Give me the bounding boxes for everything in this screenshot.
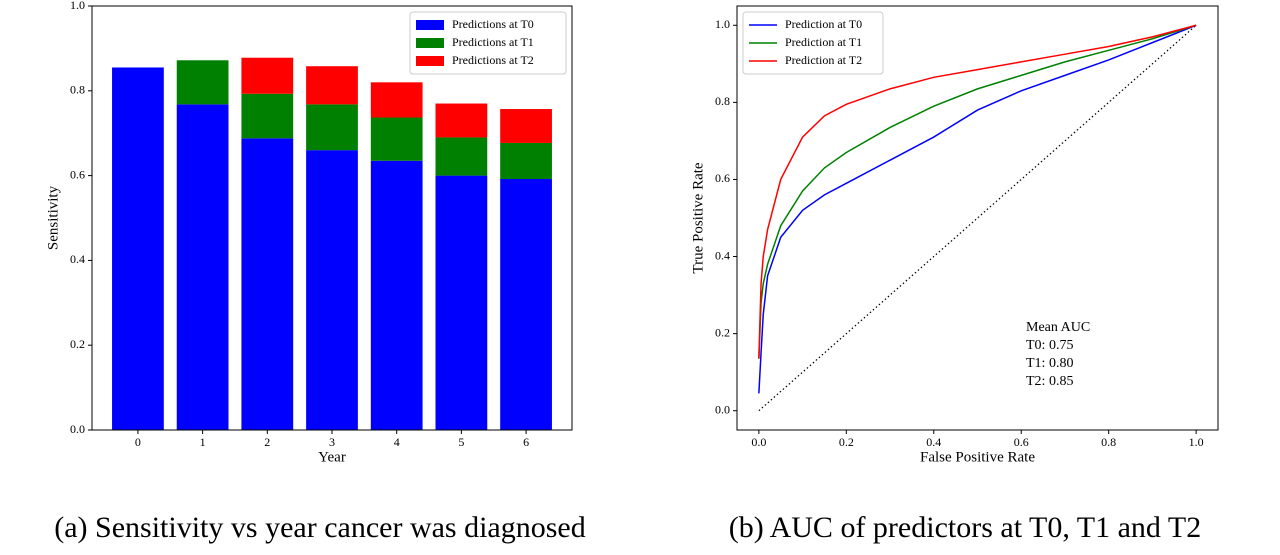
- bar: [241, 93, 294, 139]
- x-tick-label: 3: [329, 435, 335, 449]
- y-tick-label: 1.0: [715, 17, 730, 31]
- y-axis-label: True Positive Rate: [690, 162, 706, 273]
- y-tick-label: 0.6: [715, 171, 730, 185]
- y-tick-label: 0.8: [70, 83, 85, 97]
- legend-swatch: [416, 38, 444, 48]
- x-tick-label: 0.2: [839, 435, 854, 449]
- y-tick-label: 0.8: [715, 94, 730, 108]
- y-tick-label: 0.4: [715, 248, 730, 262]
- bar: [435, 137, 488, 176]
- bar: [435, 103, 488, 138]
- legend-box: [742, 11, 884, 75]
- y-tick-label: 0.2: [70, 337, 85, 351]
- axes-frame: [736, 5, 1219, 431]
- x-tick-label: 5: [458, 435, 464, 449]
- caption: (b) AUC of predictors at T0, T1 and T2: [729, 511, 1201, 544]
- y-tick-label: 0.6: [70, 167, 85, 181]
- bar: [241, 57, 294, 94]
- x-tick-label: 1: [200, 435, 206, 449]
- y-tick-label: 1.0: [70, 0, 85, 12]
- x-tick-label: 0.4: [926, 435, 941, 449]
- x-tick-label: 6: [523, 435, 529, 449]
- x-axis-label: Year: [318, 449, 346, 465]
- roc-line: [758, 24, 1197, 394]
- x-axis-label: False Positive Rate: [920, 449, 1035, 465]
- bar: [306, 66, 358, 105]
- roc-line: [758, 24, 1197, 359]
- x-tick-label: 2: [264, 435, 270, 449]
- x-tick-label: 4: [394, 435, 400, 449]
- annotation: T2: 0.85: [1026, 374, 1073, 389]
- annotation: Mean AUC: [1026, 320, 1090, 335]
- bar: [370, 82, 423, 118]
- legend-box: [409, 11, 567, 75]
- bar: [500, 109, 552, 143]
- roc-line: [758, 24, 1197, 359]
- legend-label: Predictions at T0: [452, 17, 534, 31]
- bar: [370, 117, 423, 161]
- bar: [112, 67, 164, 430]
- diagonal: [758, 24, 1197, 412]
- legend-label: Predictions at T1: [452, 35, 534, 49]
- y-tick-label: 0.2: [715, 325, 730, 339]
- bar: [370, 160, 423, 430]
- y-axis-label: Sensitivity: [45, 185, 61, 250]
- x-tick-label: 0: [135, 435, 141, 449]
- bar: [500, 142, 552, 179]
- legend-label: Predictions at T2: [452, 53, 534, 67]
- x-tick-label: 0.8: [1101, 435, 1116, 449]
- caption: (a) Sensitivity vs year cancer was diagn…: [54, 511, 586, 544]
- bar: [435, 175, 488, 430]
- y-tick-label: 0.0: [70, 422, 85, 436]
- bar: [241, 138, 294, 430]
- bar: [306, 104, 358, 151]
- x-tick-label: 1.0: [1189, 435, 1204, 449]
- legend-label: Prediction at T2: [785, 53, 862, 67]
- bar: [176, 60, 229, 105]
- legend-label: Prediction at T0: [785, 17, 862, 31]
- x-tick-label: 0.0: [751, 435, 766, 449]
- annotation: T0: 0.75: [1026, 338, 1073, 353]
- y-tick-label: 0.4: [70, 252, 85, 266]
- axes-frame: [91, 5, 573, 431]
- bar: [176, 104, 229, 431]
- bar: [306, 150, 358, 430]
- legend-label: Prediction at T1: [785, 35, 862, 49]
- annotation: T1: 0.80: [1026, 356, 1073, 371]
- y-tick-label: 0.0: [715, 402, 730, 416]
- legend-swatch: [416, 56, 444, 66]
- x-tick-label: 0.6: [1014, 435, 1029, 449]
- bar: [500, 178, 552, 430]
- legend-swatch: [416, 20, 444, 30]
